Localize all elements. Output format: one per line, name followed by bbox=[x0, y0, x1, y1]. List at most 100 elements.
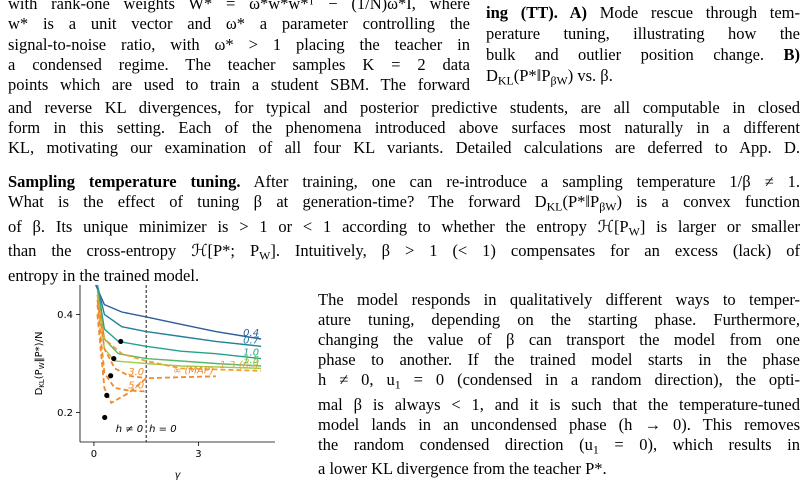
text-line: a condensed regime. The teacher samples … bbox=[8, 55, 470, 75]
text-span: ature tuning, depending on the starting … bbox=[318, 310, 800, 329]
x-tick-label: 3 bbox=[195, 449, 201, 460]
optimum-point bbox=[108, 373, 114, 379]
text-span: of β. Its unique minimizer is > 1 or < 1… bbox=[8, 216, 629, 236]
series-line bbox=[96, 314, 216, 405]
text-line: w* is a unit vector and ω* a parameter c… bbox=[8, 14, 470, 34]
text-line: mal β is always < 1, and it is such that… bbox=[318, 395, 800, 415]
text-span: a lower KL divergence from the teacher P… bbox=[318, 459, 607, 479]
section-text: Sampling temperature tuning. After train… bbox=[8, 172, 800, 286]
text-line: than the cross-entropy ℋ[P*; PW]. Intuit… bbox=[8, 241, 800, 266]
text-line: changing the value of β can transport th… bbox=[318, 330, 800, 350]
text-span: ]. Intuitively, β > 1 (< 1) compensates … bbox=[270, 241, 800, 261]
series-line bbox=[96, 284, 262, 360]
text-span: w* is a unit vector and ω* a parameter c… bbox=[8, 14, 470, 34]
text-line: DKL(P*‖PβW) vs. β. bbox=[486, 65, 800, 92]
text-line: and reverse KL divergences, for typical … bbox=[8, 98, 800, 118]
series-label: ∞ (MAP) bbox=[173, 365, 214, 376]
series-label: 2.0 bbox=[243, 357, 259, 368]
subscript: W bbox=[628, 224, 640, 239]
text-span: and reverse KL divergences, for typical … bbox=[8, 98, 800, 117]
text-span: the random condensed direction (u bbox=[318, 434, 593, 454]
optimum-point bbox=[118, 338, 124, 345]
subscript: βW bbox=[599, 199, 617, 214]
text-span: ] is larger or smaller bbox=[639, 216, 800, 236]
text-span: model lands in an uncondensed phase (h →… bbox=[318, 414, 800, 434]
text-span: (P*‖P bbox=[562, 192, 600, 211]
series-label: 1.3 (uₘ) bbox=[220, 360, 259, 371]
text-line: Sampling temperature tuning. After train… bbox=[8, 172, 800, 192]
text-span: ) vs. β. bbox=[567, 66, 613, 85]
text-line: ature tuning, depending on the starting … bbox=[318, 310, 800, 330]
text-line: ing (TT). A) Mode rescue through tem- bbox=[486, 2, 800, 23]
left-column: with rank-one weights W* = ω*w*w*ᵀ − (1/… bbox=[8, 0, 470, 95]
text-line: The model responds in qualitatively diff… bbox=[318, 290, 800, 310]
text-span: What is the effect of tuning β at genera… bbox=[8, 192, 547, 211]
text-line: with rank-one weights W* = ω*w*w*ᵀ − (1/… bbox=[8, 0, 470, 14]
text-span: form in this setting. Each of the phenom… bbox=[8, 118, 800, 137]
text-line: bulk and outlier position change. B) bbox=[486, 44, 800, 65]
text-line: the random condensed direction (u1 = 0),… bbox=[318, 435, 800, 460]
text-span: (P*‖P bbox=[513, 66, 551, 85]
label-span: KL bbox=[38, 379, 46, 388]
text-span: After training, one can re-introduce a s… bbox=[240, 172, 800, 191]
y-tick-label: 0.4 bbox=[57, 310, 73, 321]
series-line bbox=[96, 294, 262, 372]
annotation: h ≠ 0 bbox=[116, 424, 143, 435]
x-tick-label: 0 bbox=[91, 449, 97, 460]
text-span: than the cross-entropy ℋ[P*; P bbox=[8, 241, 260, 261]
right-text: The model responds in qualitatively diff… bbox=[318, 290, 800, 479]
series-line bbox=[95, 284, 262, 340]
figure-caption: ing (TT). A) Mode rescue through tem-per… bbox=[486, 2, 800, 92]
text-line: model lands in an uncondensed phase (h →… bbox=[318, 415, 800, 435]
series-label: 3.0 bbox=[128, 367, 144, 378]
subscript: W bbox=[259, 248, 271, 263]
series-line bbox=[96, 304, 147, 393]
text-span: h ≠ 0, u bbox=[318, 370, 395, 389]
label-span: ‖P*)/N bbox=[34, 332, 45, 363]
text-span: Mode rescue through tem- bbox=[587, 3, 800, 22]
text-line: form in this setting. Each of the phenom… bbox=[8, 118, 800, 138]
series-label: 1.0 bbox=[243, 348, 259, 359]
series-line bbox=[96, 299, 147, 380]
text-span: with rank-one weights W* = ω*w*w*ᵀ − (1/… bbox=[8, 0, 470, 13]
subscript: 1 bbox=[592, 442, 599, 457]
subscript: KL bbox=[497, 73, 514, 88]
text-line: entropy in the trained model. bbox=[8, 266, 800, 286]
subscript: KL bbox=[546, 199, 563, 214]
text-line: h ≠ 0, u1 = 0 (condensed in a random dir… bbox=[318, 370, 800, 395]
label-span: D bbox=[34, 387, 45, 395]
subscript: βW bbox=[550, 73, 568, 88]
chart: 0.20.403γDKL​(PW​‖P*)/N0.40.71.01.52.01.… bbox=[34, 284, 275, 481]
text-span: bulk and outlier position change. bbox=[486, 45, 784, 64]
label-span: W bbox=[38, 362, 46, 369]
series-line bbox=[96, 284, 262, 347]
y-tick-label: 0.2 bbox=[57, 408, 73, 419]
text-span: ) is a convex function bbox=[616, 192, 800, 211]
text-line: signal-to-noise ratio, with ω* > 1 placi… bbox=[8, 35, 470, 55]
label-span: (P bbox=[34, 369, 45, 379]
x-axis-label: γ bbox=[175, 470, 182, 481]
text-span: = 0 (condensed in a random direction), t… bbox=[400, 370, 801, 389]
y-axis-label: DKL​(PW​‖P*)/N bbox=[34, 332, 46, 396]
optimum-point bbox=[102, 414, 108, 421]
text-span: points which are used to train a student… bbox=[8, 75, 470, 95]
subscript: 1 bbox=[394, 377, 401, 392]
text-line: points which are used to train a student… bbox=[8, 75, 470, 95]
text-line: a lower KL divergence from the teacher P… bbox=[318, 459, 800, 479]
text-span: a condensed regime. The teacher samples … bbox=[8, 54, 470, 74]
series-label: 0.4 bbox=[243, 328, 259, 339]
text-span: signal-to-noise ratio, with ω* > 1 placi… bbox=[8, 34, 470, 54]
optimum-point bbox=[111, 355, 117, 362]
bold-text: ing (TT). A) bbox=[486, 3, 588, 22]
annotation: h = 0 bbox=[149, 424, 176, 435]
text-span: perature tuning, illustrating how the bbox=[486, 24, 800, 43]
text-span: changing the value of β can transport th… bbox=[318, 330, 800, 349]
series-label: 1.5 bbox=[243, 355, 259, 366]
text-span: phase to another. If the trained model s… bbox=[318, 350, 800, 369]
text-line: perature tuning, illustrating how the bbox=[486, 23, 800, 44]
text-line: phase to another. If the trained model s… bbox=[318, 350, 800, 370]
text-span: The model responds in qualitatively diff… bbox=[318, 290, 800, 309]
series-line bbox=[96, 294, 262, 370]
text-line: KL, motivating our examination of all fo… bbox=[8, 138, 800, 158]
